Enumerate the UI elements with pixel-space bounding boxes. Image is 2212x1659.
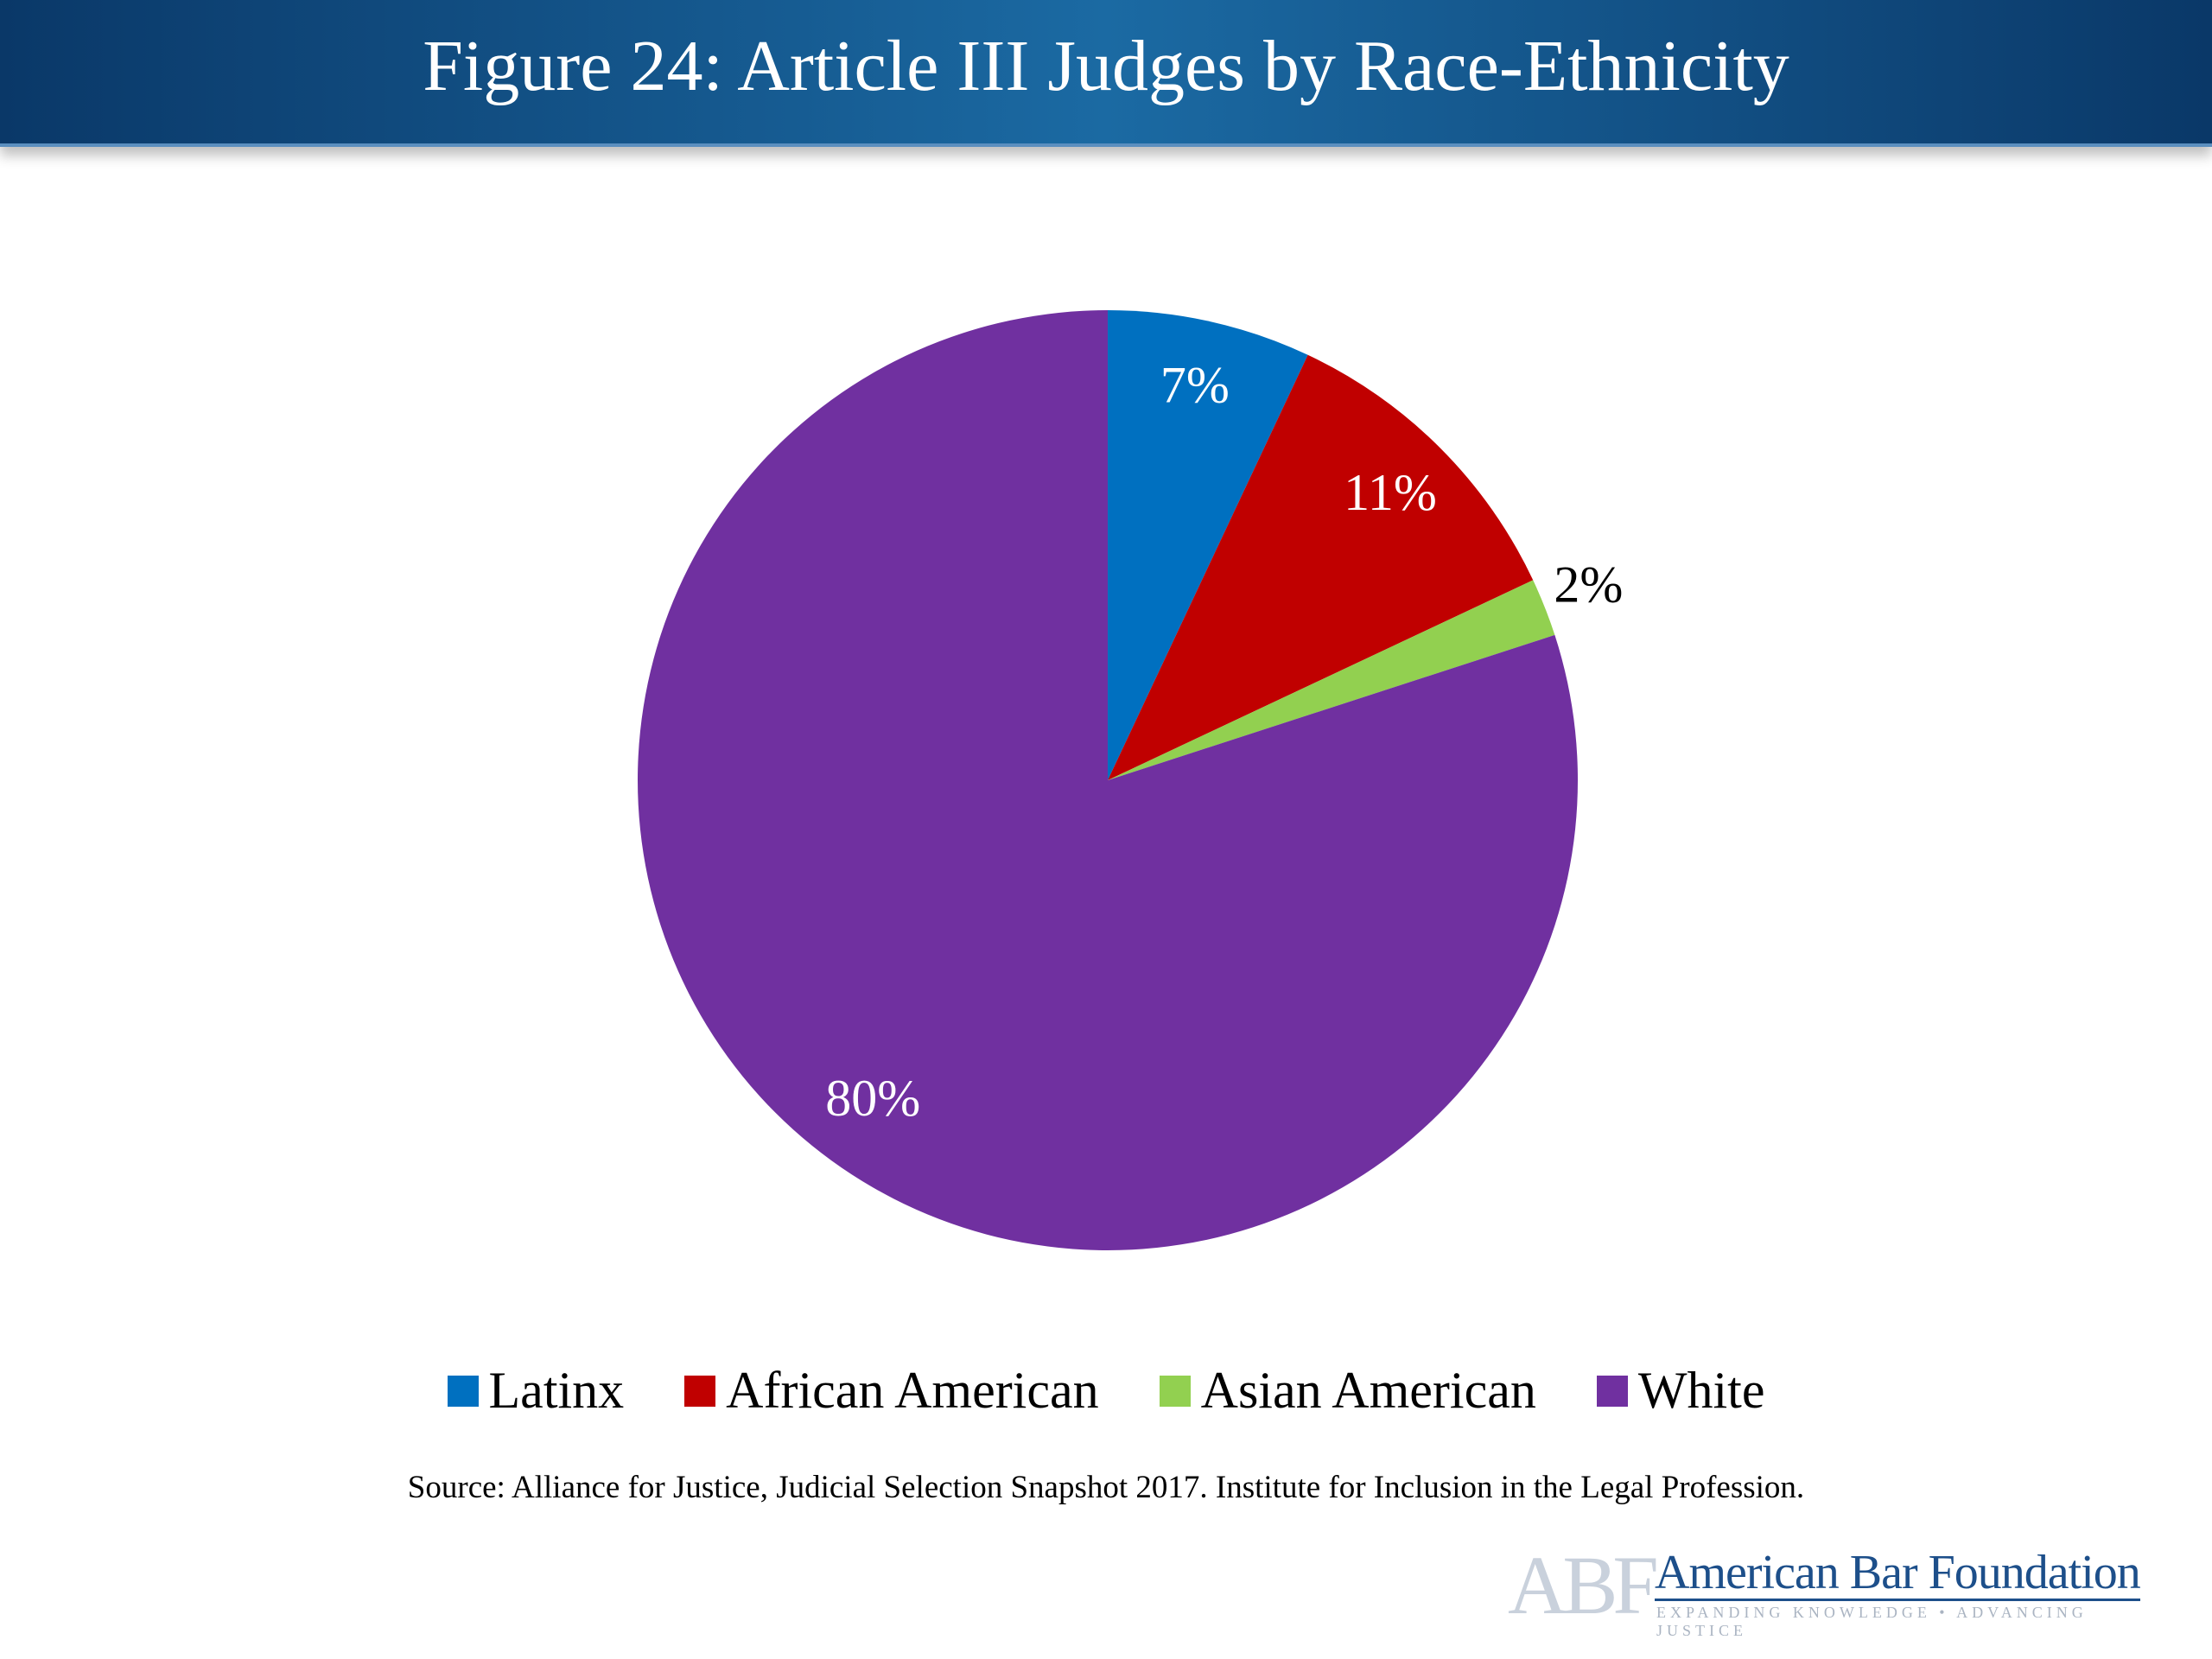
data-label: 11% <box>1344 464 1437 521</box>
pie-slice <box>638 310 1579 1250</box>
pie-slice <box>1108 310 1308 780</box>
data-label: 80% <box>825 1070 920 1127</box>
source-note: Source: Alliance for Justice, Judicial S… <box>407 1470 1805 1505</box>
header-bar: Figure 24: Article III Judges by Race-Et… <box>0 0 2212 147</box>
legend-label: Latinx <box>488 1362 625 1419</box>
legend-item: Latinx <box>447 1361 625 1421</box>
pie-slice <box>1108 354 1534 780</box>
legend-label: Asian American <box>1200 1362 1536 1419</box>
legend-item: African American <box>684 1361 1099 1421</box>
data-label: 7% <box>1160 357 1230 414</box>
pie-slice <box>1108 580 1555 780</box>
legend: Latinx African American Asian American Whit… <box>0 1361 2212 1421</box>
logo: ABF American Bar Foundation EXPANDING KN… <box>1508 1539 2173 1640</box>
logo-name: American Bar Foundation <box>1655 1546 2141 1601</box>
legend-item: Asian American <box>1159 1361 1536 1421</box>
logo-mark: ABF <box>1508 1539 1659 1631</box>
logo-tagline: EXPANDING KNOWLEDGE • ADVANCING JUSTICE <box>1656 1604 2088 1639</box>
legend-label: White <box>1637 1362 1765 1419</box>
chart: 7% 11% 2% 80% <box>638 310 1623 1250</box>
chart-title: Figure 24: Article III Judges by Race-Et… <box>423 26 1789 106</box>
legend-swatch <box>1596 1375 1628 1407</box>
legend-item: White <box>1596 1361 1765 1421</box>
legend-swatch <box>684 1375 716 1407</box>
legend-label: African American <box>726 1362 1099 1419</box>
legend-swatch <box>447 1375 479 1407</box>
legend-swatch <box>1159 1375 1191 1407</box>
data-label: 2% <box>1554 556 1623 613</box>
